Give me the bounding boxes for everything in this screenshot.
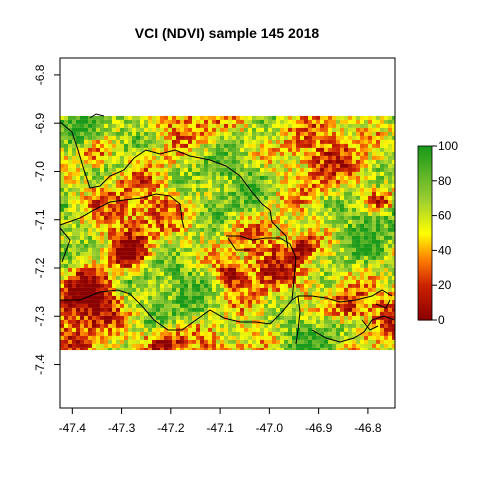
y-tick-label: -7.0 — [33, 161, 47, 182]
colorbar-legend: 0 20 40 60 80 100 — [417, 139, 458, 327]
boundary-line — [311, 315, 395, 343]
y-tick-label: -6.9 — [33, 113, 47, 134]
x-tick-label: -47.0 — [256, 421, 284, 435]
x-tick-label: -46.8 — [354, 421, 382, 435]
colorbar-tick-label: 80 — [438, 174, 452, 188]
plot-frame — [59, 57, 396, 409]
boundary-line — [89, 113, 105, 119]
boundary-line — [361, 319, 379, 331]
colorbar-tick-label: 20 — [438, 278, 452, 292]
boundary-line — [375, 299, 391, 309]
boundary-line — [60, 289, 393, 331]
x-tick-label: -47.3 — [108, 421, 136, 435]
vci-raster — [60, 115, 395, 351]
colorbar-tick-label: 40 — [438, 243, 452, 257]
boundary-line — [227, 237, 250, 251]
boundary-line — [295, 295, 301, 345]
y-tick-label: -7.3 — [33, 306, 47, 327]
y-tick-label: -6.8 — [33, 64, 47, 85]
colorbar-frame — [417, 145, 433, 321]
boundary-line — [59, 193, 185, 229]
x-tick-label: -47.2 — [157, 421, 185, 435]
y-tick-label: -7.4 — [33, 354, 47, 375]
map-title: VCI (NDVI) sample 145 2018 — [135, 25, 320, 41]
boundary-line — [289, 243, 297, 301]
boundary-line — [226, 235, 291, 245]
boundary-line — [59, 121, 289, 249]
x-axis: -47.4 -47.3 -47.2 -47.1 -47.0 -46.9 -46.8 — [59, 408, 382, 435]
colorbar-tick-label: 0 — [438, 313, 445, 327]
y-axis: -6.8 -6.9 -7.0 -7.1 -7.2 -7.3 -7.4 — [33, 64, 60, 375]
municipal-boundaries — [59, 113, 395, 345]
y-tick-label: -7.1 — [33, 209, 47, 230]
colorbar-tick-label: 60 — [438, 209, 452, 223]
boundary-line — [59, 227, 71, 263]
y-tick-label: -7.2 — [33, 257, 47, 278]
x-tick-label: -46.9 — [305, 421, 333, 435]
x-tick-label: -47.4 — [59, 421, 87, 435]
colorbar-tick-label: 100 — [438, 139, 458, 153]
x-tick-label: -47.1 — [206, 421, 234, 435]
